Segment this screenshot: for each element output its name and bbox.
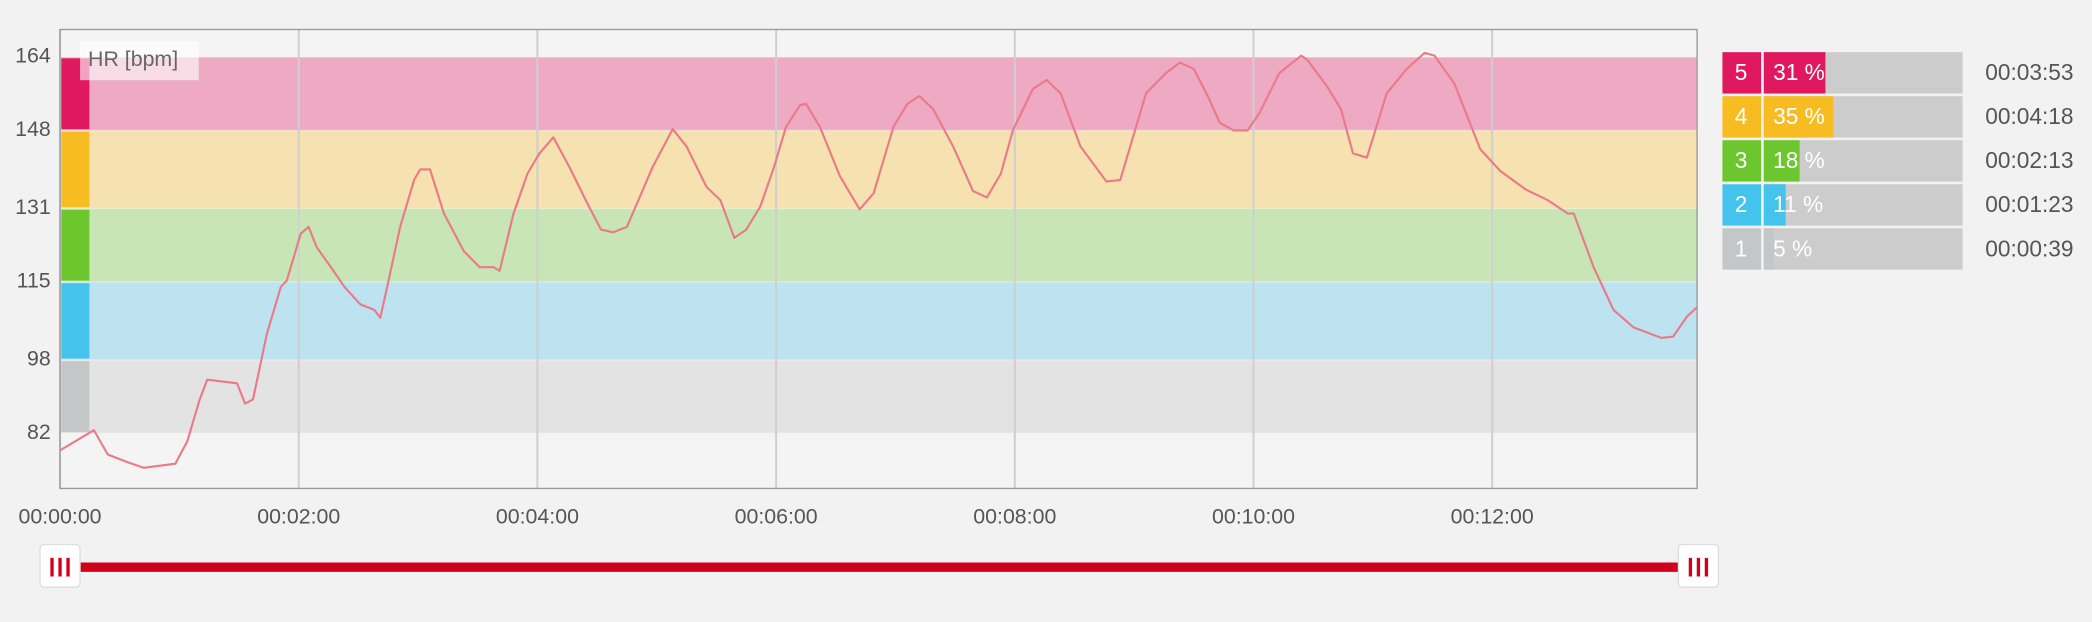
zone-duration: 00:01:23 <box>1985 191 2073 217</box>
zone-duration: 00:02:13 <box>1985 147 2073 173</box>
x-tick-label: 00:12:00 <box>1451 504 1534 528</box>
zone-indicator <box>61 361 90 433</box>
range-slider[interactable] <box>39 543 1720 588</box>
zone-indicator <box>61 209 90 281</box>
zone-bar <box>1763 96 1834 138</box>
zone-number: 3 <box>1735 147 1748 173</box>
x-tick-label: 00:02:00 <box>257 504 340 528</box>
zone-band <box>60 57 1698 131</box>
zone-bands <box>60 57 1698 434</box>
x-tick-label: 00:08:00 <box>973 504 1056 528</box>
plot-frame <box>59 28 1698 490</box>
zone-percent: 18 % <box>1773 147 1825 173</box>
x-tick-label: 00:10:00 <box>1212 504 1295 528</box>
zone-number: 1 <box>1735 235 1748 261</box>
slider-handle-left[interactable] <box>39 543 81 588</box>
grid <box>59 29 1698 489</box>
legend-label: HR [bpm] <box>88 47 178 71</box>
zone-bar <box>1763 140 1800 182</box>
y-tick-label: 148 <box>15 117 51 141</box>
y-tick-label: 164 <box>15 44 51 68</box>
zone-duration: 00:04:18 <box>1985 103 2073 129</box>
x-tick-label: 00:06:00 <box>735 504 818 528</box>
zone-panel: 5 31 % 00:03:53 4 35 % 00:04:18 3 18 % 00:02:13 2… <box>1722 52 2074 270</box>
y-tick-label: 131 <box>15 195 51 219</box>
zone-number: 2 <box>1735 191 1748 217</box>
zone-strip <box>61 58 90 433</box>
zone-bar <box>1763 184 1786 226</box>
lines <box>59 51 1698 469</box>
x-tick-label: 00:04:00 <box>496 504 579 528</box>
zone-bar-track <box>1763 184 1963 226</box>
handle-grip <box>50 557 70 577</box>
zone-indicator <box>61 283 90 359</box>
zone-band <box>60 359 1698 434</box>
zone-band <box>60 130 1698 209</box>
zone-bar <box>1763 52 1826 94</box>
hr-line <box>59 51 1698 469</box>
y-tick-label: 98 <box>27 347 51 371</box>
zone-bar <box>1763 228 1774 270</box>
y-tick-label: 82 <box>27 420 51 444</box>
zone-indicator <box>61 131 90 208</box>
zone-number: 5 <box>1735 59 1748 85</box>
legend: HR [bpm] <box>80 41 199 81</box>
axes: 164 148 131 115 98 82 00:00:00 00:02:00 00:04:00… <box>15 44 1534 529</box>
zone-band <box>60 281 1698 360</box>
zone-duration: 00:03:53 <box>1985 59 2073 85</box>
zone-percent: 35 % <box>1773 103 1825 129</box>
y-tick-label: 115 <box>17 269 51 293</box>
zone-number: 4 <box>1735 103 1748 129</box>
zone-percent: 11 % <box>1773 191 1823 217</box>
zone-percent: 5 % <box>1773 235 1812 261</box>
handle-grip <box>1688 557 1709 577</box>
zone-number-cell <box>1722 52 1762 94</box>
zone-bar-track <box>1763 228 1963 270</box>
zone-number-cell <box>1722 228 1762 270</box>
zone-number-cell <box>1722 140 1762 182</box>
zone-percent: 31 % <box>1773 59 1825 85</box>
x-tick-label: 00:00:00 <box>19 504 102 528</box>
slider-handle-right[interactable] <box>1677 543 1720 588</box>
zone-duration: 00:00:39 <box>1985 235 2073 261</box>
zone-number-cell <box>1722 96 1762 138</box>
legend-box <box>80 41 199 81</box>
zone-band <box>60 208 1698 282</box>
zone-number-cell <box>1722 184 1762 226</box>
